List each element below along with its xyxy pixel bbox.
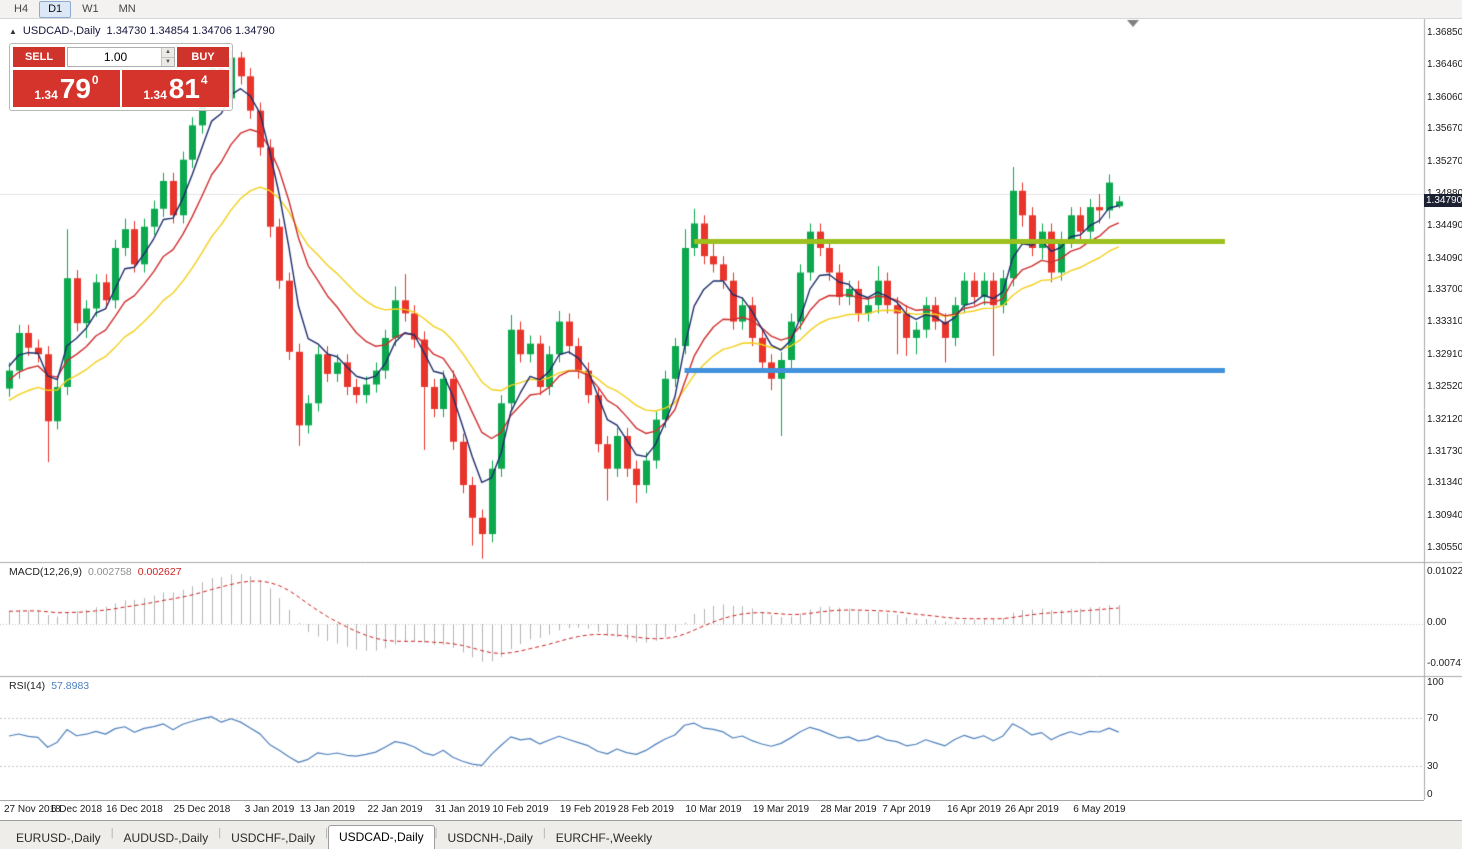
timeframe-button-d1[interactable]: D1 — [39, 0, 72, 18]
sell-price-big: 79 — [59, 72, 91, 104]
chart-ohlc-label: 1.34730 1.34854 1.34706 1.34790 — [106, 25, 275, 37]
tab-separator: | — [110, 827, 114, 839]
chart-tab-usdchfdaily[interactable]: USDCHF-,Daily — [231, 831, 316, 845]
volume-spinner: ▲ ▼ — [161, 48, 174, 66]
price-axis-label: 1.34880 — [1427, 188, 1462, 199]
chart-tab-audusddaily[interactable]: AUDUSD-,Daily — [123, 831, 209, 845]
price-axis-label: 1.34490 — [1427, 219, 1462, 231]
chart-tab-usdcnhdaily[interactable]: USDCNH-,Daily — [447, 831, 533, 845]
price-axis-label: 1.31730 — [1427, 445, 1462, 457]
price-axis-label: 1.32520 — [1427, 380, 1462, 392]
price-axis-label: 1.36850 — [1427, 27, 1462, 38]
spinner-up-icon[interactable]: ▲ — [161, 48, 174, 57]
timeframe-toolbar: H4 D1 W1 MN — [0, 0, 1462, 19]
date-axis-label: 19 Feb 2019 — [559, 804, 617, 815]
sell-price-sup: 0 — [91, 73, 99, 87]
timeframe-button-h4[interactable]: H4 — [14, 2, 29, 15]
collapse-panel-icon[interactable]: ▲ — [9, 26, 17, 36]
date-axis-label: 10 Feb 2019 — [492, 804, 549, 815]
time-scale[interactable]: 27 Nov 2018 6 Dec 2018 16 Dec 2018 25 Dec 2… — [0, 800, 1424, 820]
macd-axis-label: 0.00 — [1427, 617, 1447, 628]
date-axis-label: 19 Mar 2019 — [752, 804, 810, 815]
chart-tab-eurusddaily[interactable]: EURUSD-,Daily — [16, 831, 101, 845]
current-price-badge: 1.34790 — [1424, 194, 1462, 208]
chart-title: ▲ USDCAD-,Daily 1.34730 1.34854 1.34706 … — [9, 25, 275, 37]
volume-input[interactable] — [68, 49, 174, 65]
rsi-axis-label: 30 — [1427, 761, 1439, 772]
date-axis-label: 26 Apr 2019 — [1004, 804, 1059, 815]
macd-name: MACD(12,26,9) — [9, 566, 82, 578]
macd-label: MACD(12,26,9) 0.002758 0.002627 — [9, 566, 182, 578]
sell-button[interactable]: SELL — [13, 47, 65, 67]
rsi-name: RSI(14) — [9, 680, 46, 692]
price-axis-label: 1.30940 — [1427, 510, 1462, 522]
date-axis-label: 22 Jan 2019 — [367, 804, 423, 815]
volume-box: ▲ ▼ — [67, 47, 175, 67]
tab-separator: | — [542, 827, 546, 839]
date-axis-label: 28 Feb 2019 — [617, 804, 674, 815]
date-axis-label: 25 Dec 2018 — [173, 804, 231, 815]
date-axis-label: 6 May 2019 — [1073, 804, 1126, 815]
price-axis-label: 1.32910 — [1427, 349, 1462, 361]
macd-axis-label: -0.007477 — [1427, 658, 1462, 669]
rsi-axis-label: 70 — [1427, 713, 1439, 724]
spinner-down-icon[interactable]: ▼ — [161, 56, 174, 66]
date-axis-label: 28 Mar 2019 — [820, 804, 877, 815]
price-axis-label: 1.36460 — [1427, 58, 1462, 70]
date-axis-label: 7 Apr 2019 — [882, 804, 931, 815]
buy-price-prefix: 1.34 — [143, 88, 167, 102]
macd-main-value: 0.002758 — [87, 566, 132, 578]
price-axis-label: 1.30550 — [1427, 541, 1462, 553]
buy-price-big: 81 — [168, 72, 200, 104]
sell-price-display[interactable]: 1.34 79 0 — [13, 70, 120, 107]
macd-axis-label: 0.010229 — [1427, 566, 1462, 577]
timeframe-group: H4 D1 W1 MN — [5, 0, 145, 18]
price-axis-label: 1.35670 — [1427, 123, 1462, 135]
price-axis-label: 1.32120 — [1427, 413, 1462, 425]
rsi-value: 57.8983 — [51, 680, 90, 692]
price-axis-label: 1.33310 — [1427, 316, 1462, 328]
timeframe-button-w1[interactable]: W1 — [82, 2, 99, 15]
chart-symbol-label: USDCAD-,Daily — [22, 25, 101, 37]
date-axis-label: 13 Jan 2019 — [299, 804, 355, 815]
price-axis-label: 1.36060 — [1427, 91, 1462, 103]
one-click-trading-panel: SELL ▲ ▼ BUY 1.34 79 0 1.34 81 4 — [9, 43, 233, 111]
buy-price-display[interactable]: 1.34 81 4 — [122, 70, 229, 107]
macd-signal-value: 0.002627 — [137, 566, 182, 578]
date-axis-label: 10 Mar 2019 — [685, 804, 742, 815]
tab-separator: | — [434, 827, 438, 839]
date-axis-label: 16 Apr 2019 — [947, 804, 1001, 815]
price-axis-label: 1.34090 — [1427, 252, 1462, 264]
price-scale[interactable]: 1.34790 1.36850 1.36460 1.36060 1.35670 1.35… — [1424, 18, 1462, 800]
rsi-axis-label: 0 — [1427, 789, 1433, 800]
buy-button[interactable]: BUY — [177, 47, 229, 67]
price-axis-label: 1.35270 — [1427, 156, 1462, 168]
tab-separator: | — [218, 827, 222, 839]
date-axis-label: 16 Dec 2018 — [106, 804, 163, 815]
date-axis-label: 6 Dec 2018 — [50, 804, 103, 815]
date-axis-label: 3 Jan 2019 — [244, 804, 295, 815]
tab-separator: | — [325, 827, 328, 839]
rsi-label: RSI(14) 57.8983 — [9, 680, 89, 692]
price-axis-label: 1.31340 — [1427, 477, 1462, 489]
chart-tab-eurchfweekly[interactable]: EURCHF-,Weekly — [555, 831, 653, 845]
chart-tab-usdcaddaily[interactable]: USDCAD-,Daily — [327, 825, 435, 849]
date-axis-label: 27 Nov 2018 — [4, 804, 61, 815]
sell-price-prefix: 1.34 — [34, 88, 58, 102]
price-axis-label: 1.33700 — [1427, 284, 1462, 296]
date-axis-label: 31 Jan 2019 — [435, 804, 491, 815]
timeframe-button-mn[interactable]: MN — [118, 2, 136, 15]
chart-tabs: EURUSD-,Daily | AUDUSD-,Daily | USDCHF-,Dail… — [0, 820, 1462, 849]
rsi-axis-label: 100 — [1427, 677, 1444, 688]
buy-price-sup: 4 — [200, 73, 208, 87]
